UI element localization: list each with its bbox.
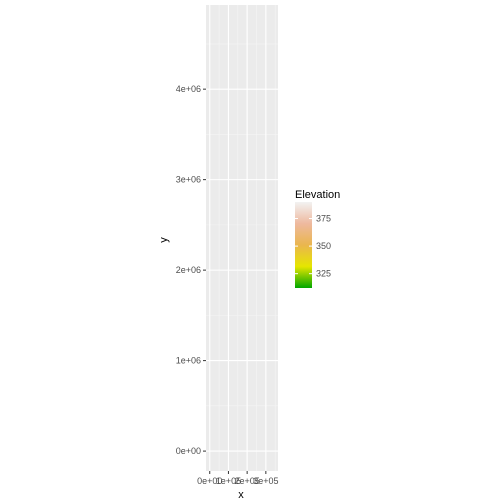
- y-tick-label: 4e+06: [176, 84, 201, 94]
- major-gridlines: [206, 5, 278, 471]
- legend-break-label: 350: [316, 241, 331, 251]
- legend-break-label: 375: [316, 214, 331, 224]
- x-tick-label: 3e+05: [253, 476, 278, 486]
- x-tick-label: 1e+05: [216, 476, 241, 486]
- x-tick-label: 0e+00: [197, 476, 222, 486]
- legend: Elevation 325 350 375: [295, 189, 340, 288]
- legend-title: Elevation: [295, 189, 340, 201]
- y-axis: 0e+00 1e+06 2e+06 3e+06 4e+06: [176, 84, 206, 456]
- minor-gridlines: [206, 5, 278, 471]
- x-tick-label: 2e+05: [235, 476, 260, 486]
- y-tick-label: 0e+00: [176, 446, 201, 456]
- y-tick-label: 1e+06: [176, 356, 201, 366]
- panel-background: [206, 5, 278, 471]
- legend-colorbar: [295, 202, 312, 288]
- y-axis-title: y: [158, 237, 170, 243]
- legend-break-label: 325: [316, 269, 331, 279]
- y-tick-label: 3e+06: [176, 175, 201, 185]
- y-tick-label: 2e+06: [176, 265, 201, 275]
- x-axis-title: x: [238, 489, 244, 501]
